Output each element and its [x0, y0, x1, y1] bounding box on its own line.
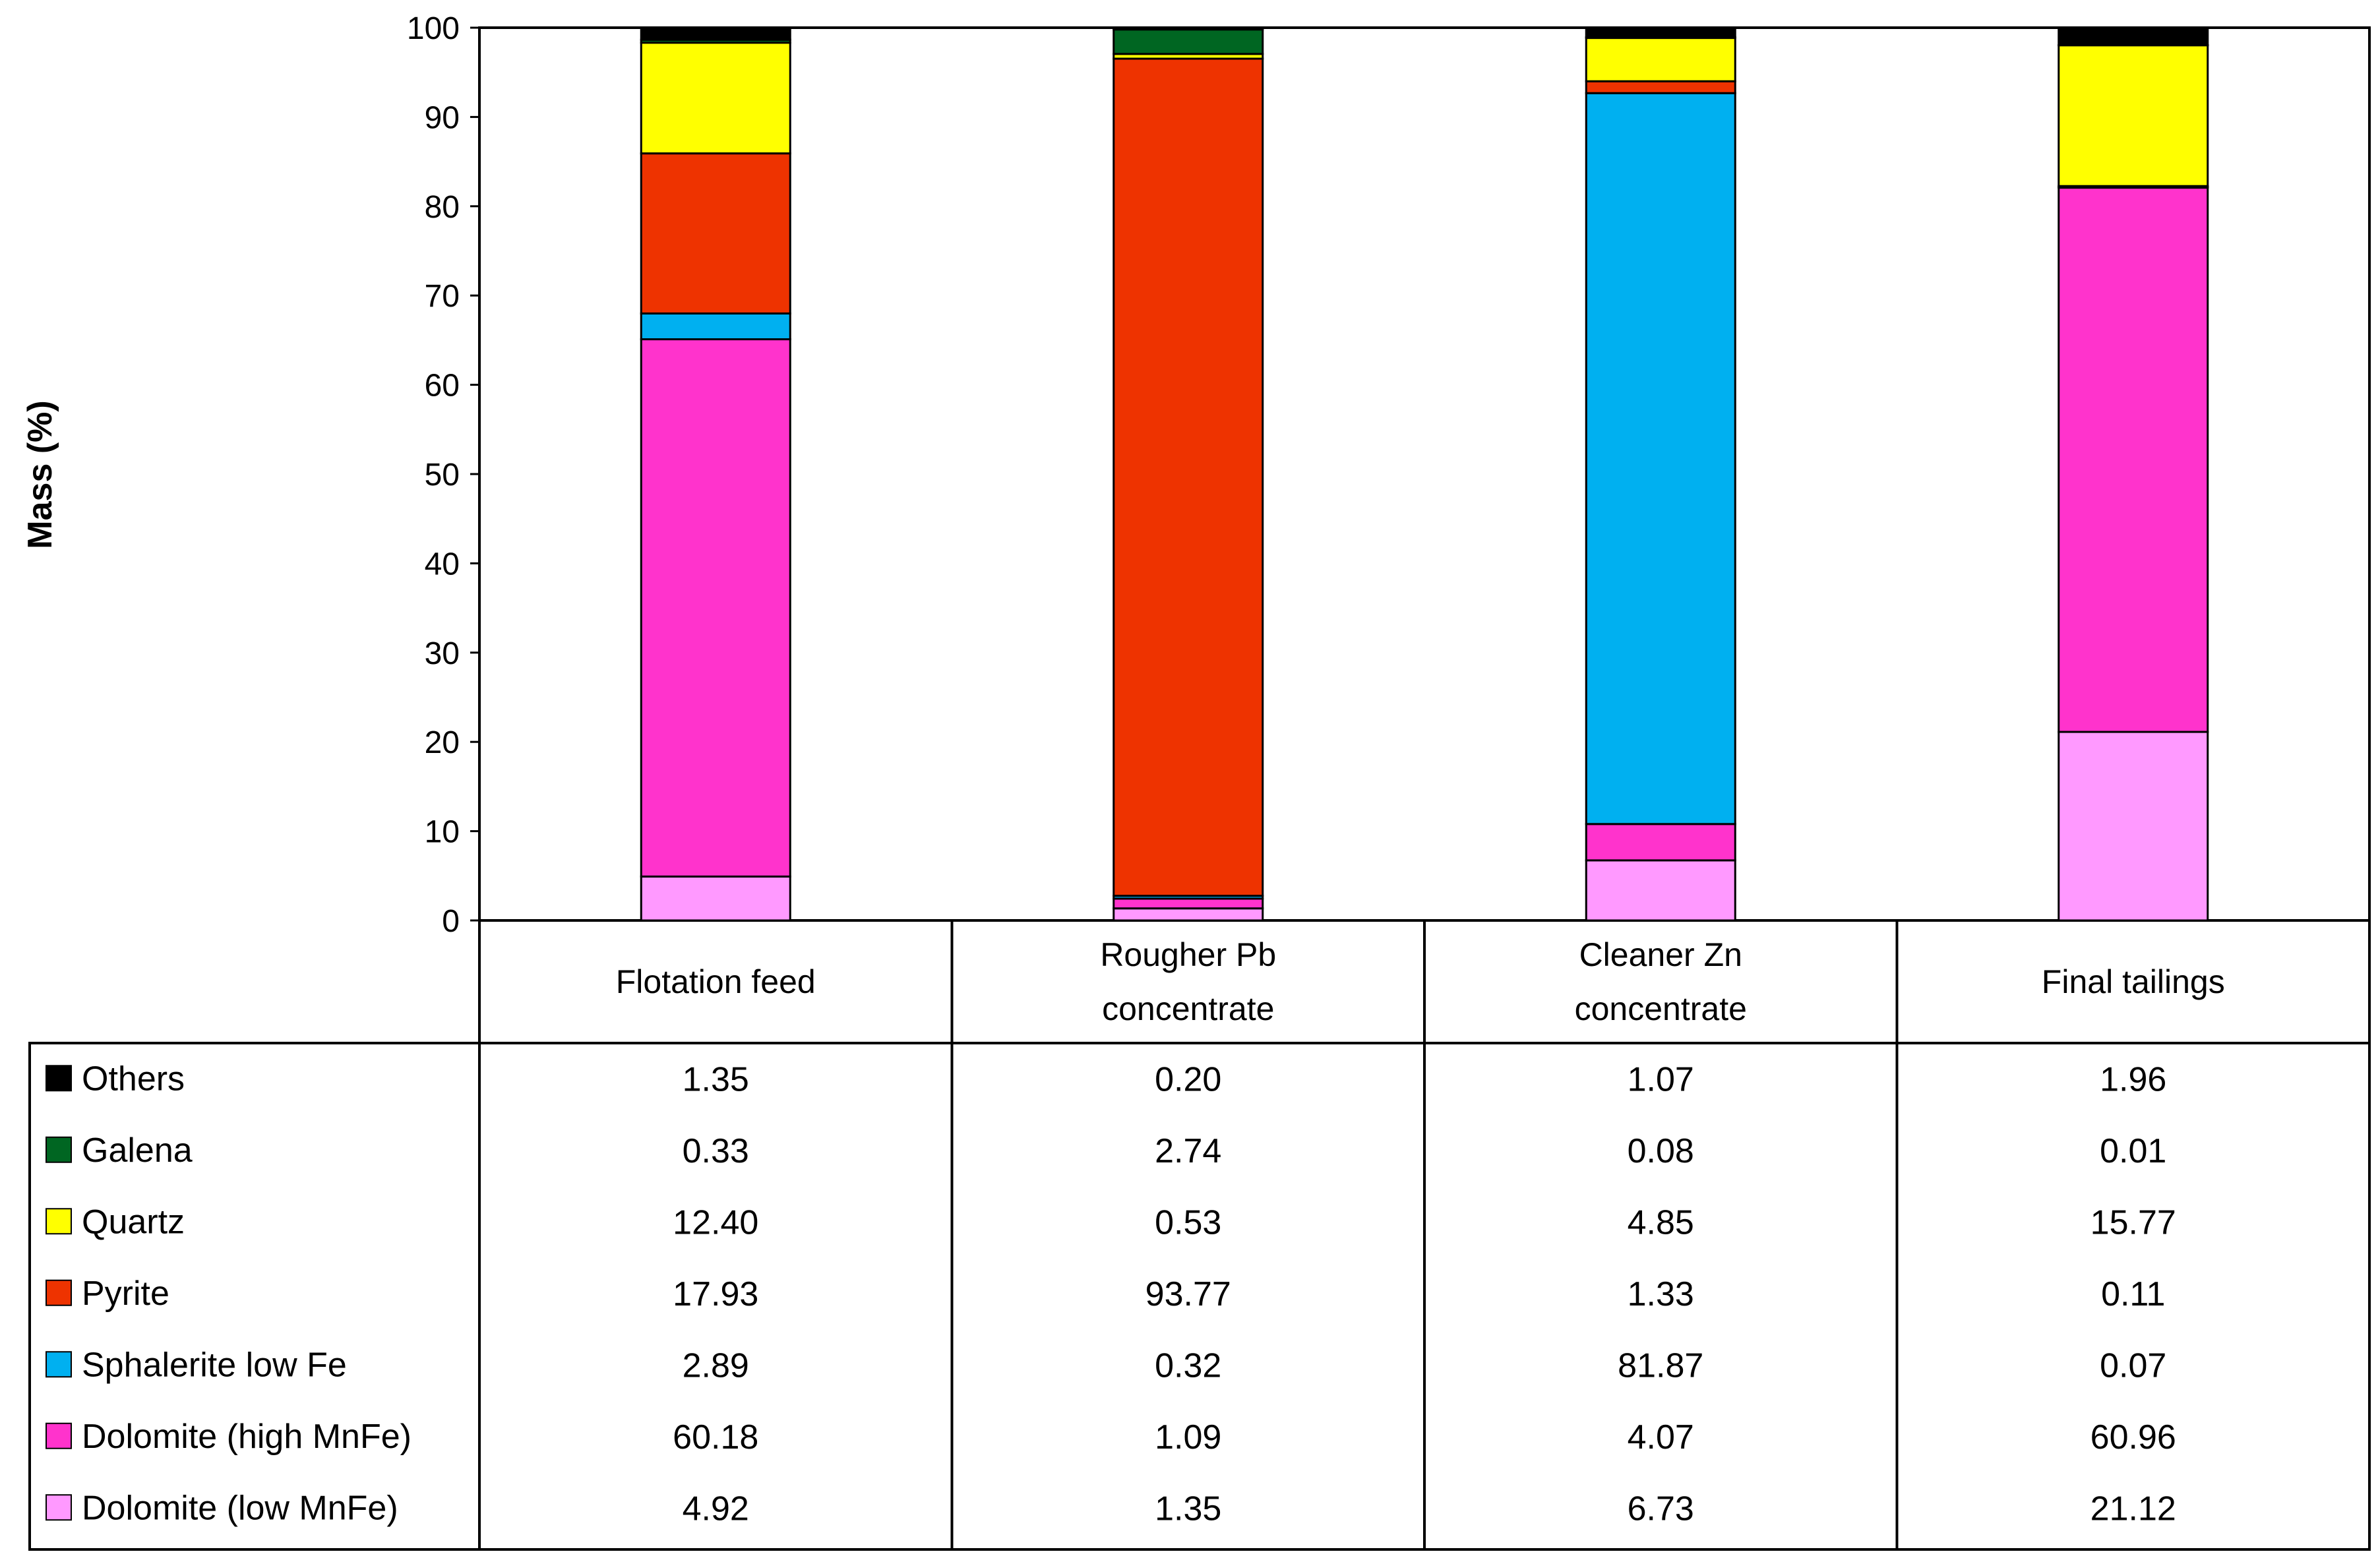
- bar-segment: [2058, 26, 2209, 47]
- data-label: 0.53: [1155, 1203, 1221, 1242]
- bar-segment: [1585, 823, 1736, 862]
- legend-label: Sphalerite low Fe: [82, 1346, 347, 1384]
- bar-segment: [640, 42, 791, 155]
- bar-segment: [1585, 37, 1736, 82]
- data-label: 60.18: [673, 1418, 758, 1456]
- legend-label: Quartz: [82, 1203, 185, 1241]
- data-label: 2.89: [683, 1346, 749, 1385]
- data-label: 1.35: [1155, 1489, 1221, 1528]
- data-label: 1.07: [1628, 1060, 1694, 1098]
- bar-segment: [1585, 859, 1736, 922]
- y-axis-label: Mass (%): [21, 400, 59, 549]
- category-label: concentrate: [1575, 990, 1747, 1027]
- category-label: concentrate: [1102, 990, 1274, 1027]
- bar-segment: [1585, 80, 1736, 94]
- legend-label: Dolomite (low MnFe): [82, 1489, 398, 1527]
- y-tick-label: 40: [425, 547, 460, 582]
- bar-segment: [1585, 92, 1736, 825]
- data-label: 0.33: [683, 1132, 749, 1170]
- y-tick-label: 70: [425, 279, 460, 314]
- legend-label: Dolomite (high MnFe): [82, 1418, 412, 1456]
- y-tick-label: 30: [425, 636, 460, 671]
- data-label: 93.77: [1145, 1275, 1231, 1313]
- bar-segment: [1113, 26, 1264, 31]
- category-label: Final tailings: [2042, 963, 2225, 1000]
- data-label: 12.40: [673, 1203, 758, 1242]
- bar-segment: [2058, 187, 2209, 733]
- data-table: Flotation feed Rougher Pb concentrate Clean…: [28, 920, 2371, 1551]
- data-label: 2.74: [1155, 1132, 1221, 1170]
- bar-segment: [640, 26, 791, 41]
- bars: [640, 26, 2209, 922]
- data-label: 4.92: [683, 1489, 749, 1528]
- bar-segment: [1113, 57, 1264, 897]
- y-tick-label: 0: [442, 904, 460, 939]
- legend-key: [46, 1065, 72, 1092]
- y-tick-label: 50: [425, 458, 460, 493]
- bar-segment: [640, 152, 791, 315]
- y-tick-label: 20: [425, 725, 460, 760]
- data-label: 81.87: [1618, 1346, 1703, 1385]
- data-label: 4.07: [1628, 1418, 1694, 1456]
- legend-key: [46, 1208, 72, 1235]
- bar-segment: [1585, 26, 1736, 38]
- data-label: 0.01: [2100, 1132, 2166, 1170]
- bar-segment: [640, 338, 791, 878]
- legend-key: [46, 1136, 72, 1163]
- y-tick-label: 80: [425, 190, 460, 225]
- data-label: 0.07: [2100, 1346, 2166, 1385]
- bar-segment: [2058, 44, 2209, 187]
- y-axis: 0 10 20 30 40 50 60 70 80 90 100: [407, 11, 479, 939]
- legend-label: Pyrite: [82, 1275, 169, 1313]
- y-tick-label: 90: [425, 100, 460, 135]
- y-tick-label: 10: [425, 815, 460, 850]
- category-label: Cleaner Zn: [1579, 936, 1742, 973]
- data-label: 1.33: [1628, 1275, 1694, 1313]
- legend-key: [46, 1279, 72, 1306]
- data-label: 1.35: [683, 1060, 749, 1098]
- y-tick-label: 100: [407, 11, 460, 46]
- bar-segment: [2058, 731, 2209, 922]
- data-label: 4.85: [1628, 1203, 1694, 1242]
- data-label: 0.11: [2101, 1275, 2165, 1313]
- category-label: Rougher Pb: [1100, 936, 1276, 973]
- data-label: 0.08: [1628, 1132, 1694, 1170]
- bar-segment: [1113, 897, 1264, 910]
- y-tick-label: 60: [425, 369, 460, 404]
- legend-label: Others: [82, 1060, 185, 1098]
- data-label: 60.96: [2090, 1418, 2176, 1456]
- legend-label: Galena: [82, 1131, 193, 1170]
- bar-segment: [1113, 907, 1264, 922]
- data-label: 1.09: [1155, 1418, 1221, 1456]
- legend-key: [46, 1422, 72, 1449]
- data-label: 15.77: [2090, 1203, 2176, 1242]
- data-label: 0.20: [1155, 1060, 1221, 1098]
- bar-segment: [640, 875, 791, 922]
- data-label: 6.73: [1628, 1489, 1694, 1528]
- data-label: 21.12: [2090, 1489, 2176, 1528]
- bar-segment: [1113, 28, 1264, 55]
- data-label: 1.96: [2100, 1060, 2166, 1098]
- legend-key: [46, 1494, 72, 1521]
- bar-segment: [640, 312, 791, 341]
- legend-key: [46, 1351, 72, 1378]
- category-label: Flotation feed: [616, 963, 816, 1000]
- data-label: 0.32: [1155, 1346, 1221, 1385]
- data-label: 17.93: [673, 1275, 758, 1313]
